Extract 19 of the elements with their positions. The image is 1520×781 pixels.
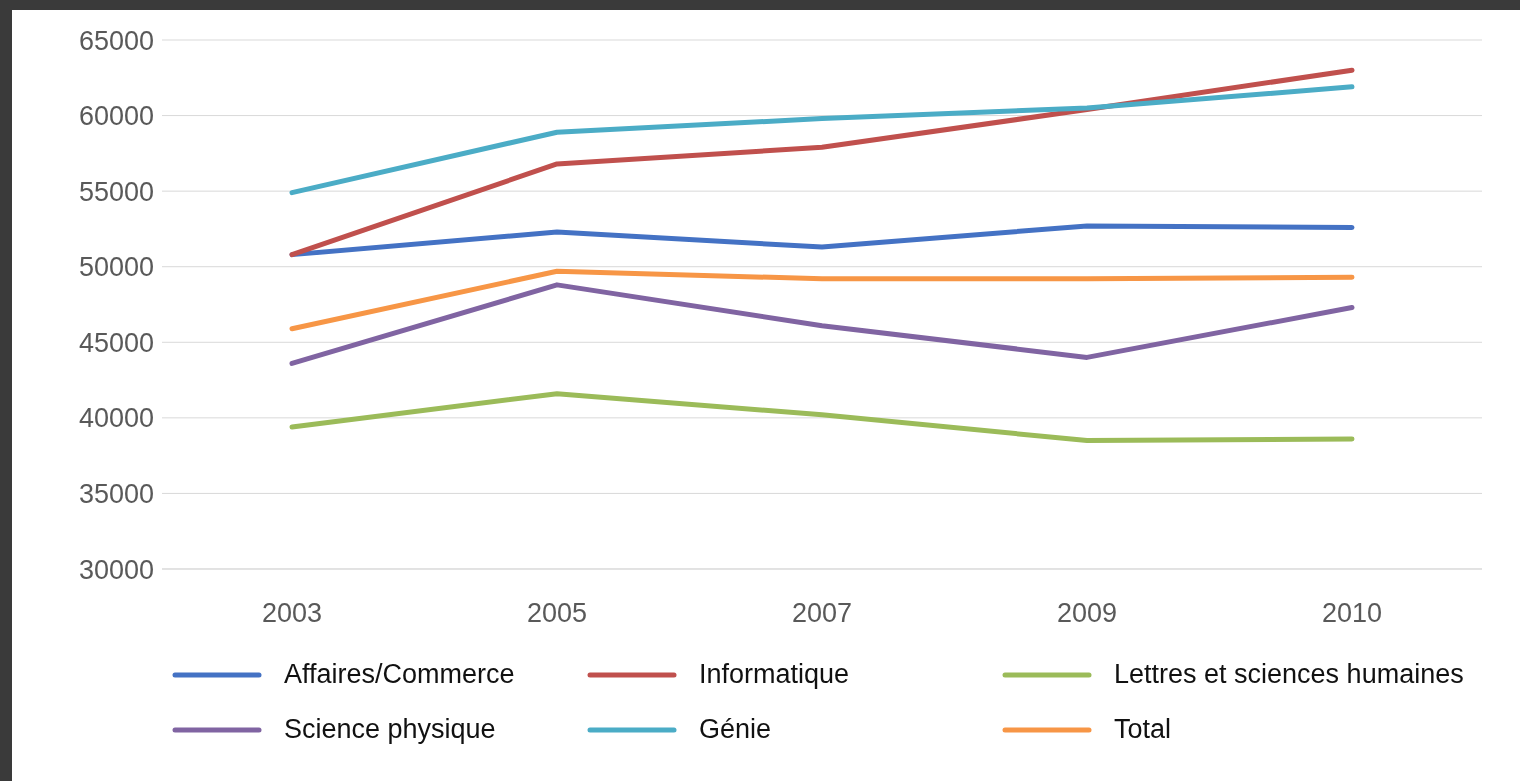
x-tick-label: 2003 xyxy=(261,598,323,629)
y-tick-label: 35000 xyxy=(78,479,154,510)
y-tick-label: 65000 xyxy=(78,25,154,56)
y-tick-label: 55000 xyxy=(78,176,154,207)
x-tick-label: 2007 xyxy=(791,598,853,629)
x-tick-label: 2009 xyxy=(1056,598,1118,629)
y-tick-label: 40000 xyxy=(78,403,154,434)
legend-label: Génie xyxy=(699,714,772,745)
legend-label: Informatique xyxy=(699,659,850,690)
y-tick-label: 30000 xyxy=(78,554,154,585)
y-tick-label: 45000 xyxy=(78,327,154,358)
x-tick-label: 2005 xyxy=(526,598,588,629)
y-tick-label: 50000 xyxy=(78,252,154,283)
legend-label: Science physique xyxy=(284,714,496,745)
legend-label: Total xyxy=(1114,714,1172,745)
legend-label: Lettres et sciences humaines xyxy=(1114,659,1464,690)
x-tick-label: 2010 xyxy=(1321,598,1383,629)
legend-label: Affaires/Commerce xyxy=(284,659,515,690)
y-tick-label: 60000 xyxy=(78,101,154,132)
